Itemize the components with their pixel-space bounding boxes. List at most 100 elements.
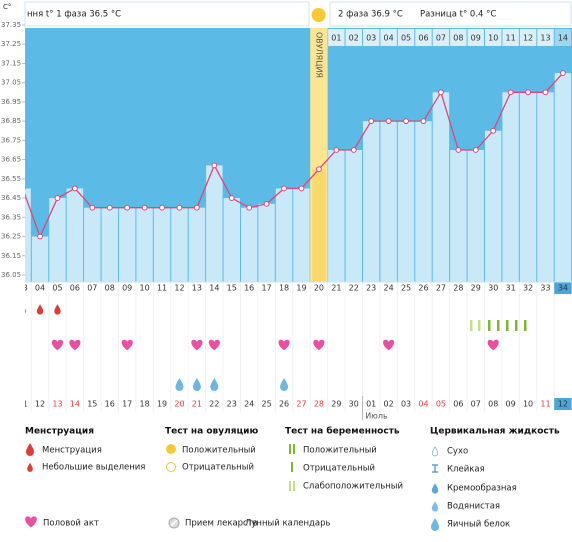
cycle-day-label: 32: [523, 284, 533, 293]
temp-column: [101, 207, 118, 282]
menstruation-icon: [25, 308, 26, 314]
temp-point: [455, 147, 462, 153]
intercourse-icon: [208, 339, 220, 351]
date-label: 09: [506, 400, 516, 409]
date-label: 05: [436, 400, 446, 409]
date-label: 24: [244, 400, 254, 409]
pregnancy-test-icon: [524, 320, 527, 331]
temp-point: [263, 200, 270, 207]
y-tick-label: 37.35: [1, 21, 21, 29]
post-day-label: 09: [471, 34, 481, 43]
temp-point: [298, 185, 305, 192]
pregnancy-test-icon: [478, 320, 481, 331]
cycle-day-label: 14: [209, 284, 219, 293]
legend-item: Сухо: [447, 447, 468, 457]
temp-point: [385, 118, 392, 125]
post-day-label: 12: [523, 34, 533, 43]
temp-column: [84, 207, 101, 282]
temp-column: [537, 92, 554, 282]
temp-point: [228, 195, 235, 201]
temp-point: [141, 204, 148, 211]
legend-icon: [431, 501, 439, 512]
temp-column: [171, 207, 188, 282]
post-day-label: 03: [366, 34, 376, 43]
post-day-cell: [362, 29, 380, 46]
temp-point: [438, 89, 444, 96]
post-day-cell: [484, 29, 502, 46]
temp-point: [542, 89, 549, 96]
date-label: 15: [87, 400, 97, 409]
legend-icon: [289, 481, 291, 491]
legend-icon: [432, 464, 438, 473]
legend-icon: [431, 446, 439, 457]
legend-item: Кремообразная: [447, 484, 517, 494]
legend-item: Прием лекарств: [185, 519, 258, 529]
temp-point: [525, 89, 531, 96]
temp-column: [188, 207, 206, 282]
y-tick-label: 36.35: [1, 213, 21, 221]
date-label: 06: [453, 400, 463, 409]
post-day-cell: [345, 29, 362, 46]
post-day-label: 08: [453, 34, 463, 43]
phase2-text: 2 фаза 36.9 °C: [338, 10, 403, 20]
legend-item: Отрицательный: [303, 464, 375, 474]
legend-icon: [170, 519, 178, 527]
date-label: 04: [418, 400, 428, 409]
temp-point: [333, 147, 340, 153]
temp-column: [450, 150, 467, 282]
post-day-cell: [502, 29, 519, 46]
post-day-cell: [328, 29, 345, 46]
temp-point: [194, 204, 200, 211]
legend-item: Положительный: [303, 446, 377, 456]
y-tick-label: 36.25: [1, 233, 21, 241]
cycle-day-label: 23: [366, 284, 376, 293]
header-phase1: [24, 1, 310, 27]
date-label: 12: [558, 400, 568, 409]
temp-column: [240, 207, 258, 282]
current-cell: [554, 398, 572, 410]
post-day-cell: [380, 29, 397, 46]
plot-area: ОВУЛЯЦИЯ 01 02 03 04 05 06 07 08 09 10 11 12 13 14 03 11…: [25, 28, 572, 420]
date-label: 03: [401, 400, 411, 409]
cycle-day-label: 25: [401, 284, 411, 293]
temp-point: [54, 195, 61, 201]
intercourse-icon: [313, 339, 325, 351]
cycle-day-label: 28: [453, 284, 463, 293]
ovulation-band-fill: [312, 169, 326, 282]
cycle-day-label: 06: [70, 284, 80, 293]
date-label: 17: [122, 400, 132, 409]
intercourse-icon: [383, 339, 395, 351]
cycle-day-label: 05: [52, 284, 62, 293]
date-label: 22: [209, 400, 219, 409]
post-day-cell: [537, 29, 554, 46]
date-label: 11: [540, 400, 550, 409]
y-tick-label: 36.75: [1, 136, 21, 144]
post-day-cell: [519, 29, 537, 46]
post-day-cell: [554, 29, 572, 46]
legend-icon: [291, 462, 293, 472]
y-tick-label: 36.85: [1, 117, 21, 125]
cycle-day-label: 34: [558, 284, 568, 293]
date-label: 10: [523, 400, 533, 409]
temp-column: [484, 130, 502, 282]
legend-item: Половой акт: [43, 519, 99, 529]
header-phase2: [329, 1, 572, 27]
post-day-cell: [397, 29, 415, 46]
temp-column: [467, 150, 484, 282]
cycle-day-label: 08: [105, 284, 115, 293]
temp-point: [89, 204, 96, 211]
cycle-day-label: 18: [279, 284, 289, 293]
temp-point: [71, 185, 78, 192]
date-label: 29: [331, 400, 341, 409]
y-tick-label: 36.65: [1, 156, 21, 164]
legend-item: Отрицательный: [182, 463, 254, 473]
pregnancy-test-icon: [497, 320, 500, 331]
temp-point: [211, 162, 218, 169]
cycle-day-label: 10: [140, 284, 150, 293]
temp-point: [159, 204, 165, 211]
y-tick-label: 37.05: [1, 79, 21, 87]
legend-item: Клейкая: [447, 465, 485, 475]
post-day-cell: [467, 29, 484, 46]
temp-point: [37, 233, 43, 240]
unit-label: C°: [3, 3, 11, 11]
